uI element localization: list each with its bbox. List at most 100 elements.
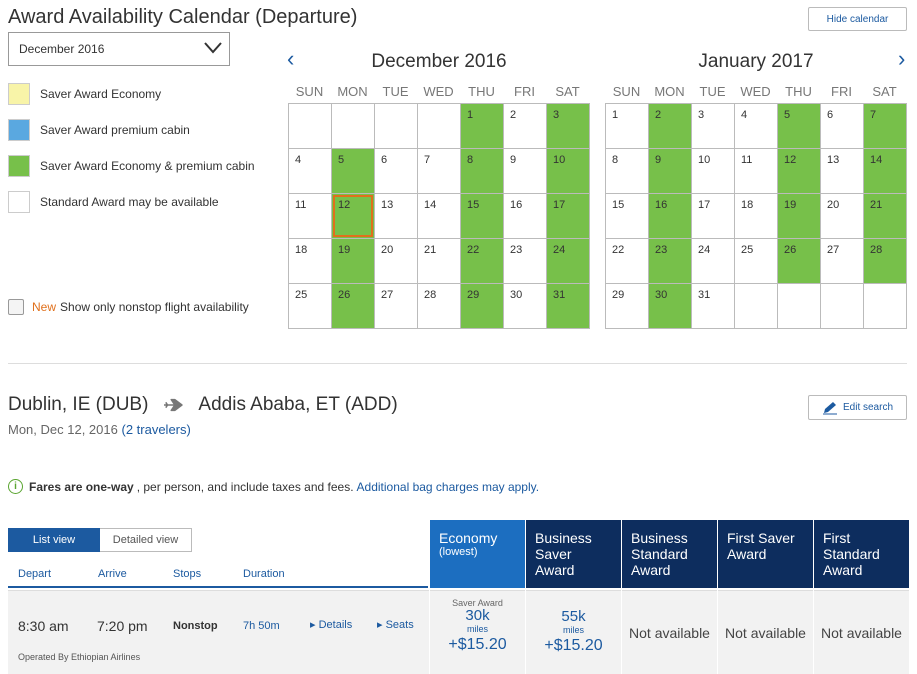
calendar-day[interactable]: 12 <box>778 149 821 194</box>
month-select[interactable]: December 2016 <box>8 32 230 66</box>
seats-link[interactable]: ▸ Seats <box>377 618 414 631</box>
duration-value[interactable]: 7h 50m <box>243 620 280 632</box>
col-depart[interactable]: Depart <box>18 568 52 580</box>
edit-search-label: Edit search <box>842 402 894 413</box>
calendar-day[interactable]: 3 <box>547 104 590 149</box>
cabin-header-first-saver[interactable]: First Saver Award <box>718 520 813 588</box>
cabin-header-economy[interactable]: Economy (lowest) <box>430 520 525 588</box>
weekday-label: FRI <box>514 84 535 99</box>
flight-row: 8:30 am 7:20 pm Nonstop 7h 50m ▸ Details… <box>8 590 429 674</box>
calendar-day[interactable]: 18 <box>289 239 332 284</box>
col-duration[interactable]: Duration <box>243 568 285 580</box>
cabin-header-business-saver[interactable]: Business Saver Award <box>526 520 621 588</box>
calendar-day[interactable]: 23 <box>504 239 547 284</box>
calendar-day[interactable]: 2 <box>504 104 547 149</box>
list-view-button[interactable]: List view <box>8 528 100 552</box>
weekday-label: THU <box>468 84 495 99</box>
calendar-day[interactable]: 4 <box>735 104 778 149</box>
legend-label: Standard Award may be available <box>40 195 219 209</box>
calendar-day[interactable]: 28 <box>418 284 461 329</box>
calendar-day[interactable]: 15 <box>606 194 649 239</box>
calendar-day[interactable]: 5 <box>332 149 375 194</box>
seats-label: Seats <box>385 619 414 631</box>
calendar-day[interactable]: 9 <box>649 149 692 194</box>
calendar-day[interactable]: 10 <box>692 149 735 194</box>
calendar-day[interactable]: 23 <box>649 239 692 284</box>
details-link[interactable]: ▸ Details <box>310 618 352 631</box>
calendar-day[interactable]: 26 <box>332 284 375 329</box>
calendar-day[interactable]: 29 <box>606 284 649 329</box>
calendar-day[interactable]: 14 <box>418 194 461 239</box>
calendar-day[interactable]: 3 <box>692 104 735 149</box>
fare-economy[interactable]: Saver Award 30k miles +$15.20 <box>430 590 525 674</box>
calendar-day[interactable]: 25 <box>735 239 778 284</box>
calendar-day[interactable]: 19 <box>778 194 821 239</box>
col-arrive[interactable]: Arrive <box>98 568 127 580</box>
page-title: Award Availability Calendar (Departure) <box>8 6 358 28</box>
calendar-day[interactable]: 24 <box>692 239 735 284</box>
calendar-day[interactable]: 24 <box>547 239 590 284</box>
calendar-day[interactable]: 7 <box>418 149 461 194</box>
col-stops[interactable]: Stops <box>173 568 202 580</box>
calendar-day[interactable]: 21 <box>418 239 461 284</box>
calendar-day[interactable]: 8 <box>461 149 504 194</box>
calendar-day[interactable]: 27 <box>375 284 418 329</box>
calendar-day[interactable]: 30 <box>649 284 692 329</box>
calendar-day[interactable]: 8 <box>606 149 649 194</box>
calendar-day[interactable]: 30 <box>504 284 547 329</box>
calendar-day[interactable]: 16 <box>649 194 692 239</box>
calendar-day[interactable]: 1 <box>461 104 504 149</box>
calendar-day[interactable]: 2 <box>649 104 692 149</box>
calendar-day[interactable]: 1 <box>606 104 649 149</box>
bag-charges-link[interactable]: Additional bag charges may apply. <box>356 479 540 494</box>
calendar-day[interactable]: 16 <box>504 194 547 239</box>
calendar-day[interactable]: 22 <box>606 239 649 284</box>
calendar-day[interactable]: 11 <box>289 194 332 239</box>
detailed-view-button[interactable]: Detailed view <box>100 528 192 552</box>
calendar-day[interactable]: 13 <box>821 149 864 194</box>
calendar-day[interactable]: 20 <box>375 239 418 284</box>
cabin-header-first-standard[interactable]: First Standard Award <box>814 520 909 588</box>
calendar-day[interactable]: 28 <box>864 239 907 284</box>
calendar-day[interactable]: 22 <box>461 239 504 284</box>
weekday-label: SUN <box>295 84 324 99</box>
calendar-day[interactable]: 19 <box>332 239 375 284</box>
calendar-day[interactable]: 10 <box>547 149 590 194</box>
calendar-day[interactable]: 14 <box>864 149 907 194</box>
calendar-day[interactable]: 6 <box>821 104 864 149</box>
calendar-day[interactable]: 11 <box>735 149 778 194</box>
calendar-day[interactable]: 31 <box>547 284 590 329</box>
legend-swatch <box>8 155 30 177</box>
calendar-day[interactable]: 21 <box>864 194 907 239</box>
calendar-day[interactable]: 20 <box>821 194 864 239</box>
fares-note: i Fares are one-way , per person, and in… <box>8 479 539 494</box>
calendar-day[interactable]: 9 <box>504 149 547 194</box>
calendar-day[interactable]: 4 <box>289 149 332 194</box>
cabin-header-business-standard[interactable]: Business Standard Award <box>622 520 717 588</box>
calendar-day[interactable]: 13 <box>375 194 418 239</box>
calendar-day[interactable]: 29 <box>461 284 504 329</box>
calendar-day[interactable]: 5 <box>778 104 821 149</box>
calendar-day[interactable]: 26 <box>778 239 821 284</box>
calendar-day[interactable]: 6 <box>375 149 418 194</box>
calendar-day[interactable]: 31 <box>692 284 735 329</box>
prev-month-icon[interactable]: ‹ <box>287 46 295 71</box>
calendar-day[interactable]: 12 <box>332 194 375 239</box>
calendar-day[interactable]: 27 <box>821 239 864 284</box>
calendar-empty-cell <box>864 284 907 329</box>
cabin-name: Business Standard Award <box>631 530 688 578</box>
calendar-day[interactable]: 25 <box>289 284 332 329</box>
calendar-day[interactable]: 17 <box>692 194 735 239</box>
nonstop-checkbox[interactable] <box>8 299 24 315</box>
travelers-link[interactable]: (2 travelers) <box>121 422 191 437</box>
calendar-empty-cell <box>778 284 821 329</box>
edit-search-button[interactable]: Edit search <box>808 395 907 420</box>
fare-business-saver[interactable]: 55k miles +$15.20 <box>526 590 621 674</box>
next-month-icon[interactable]: › <box>898 46 906 71</box>
calendar-day[interactable]: 15 <box>461 194 504 239</box>
calendar-day[interactable]: 18 <box>735 194 778 239</box>
nonstop-filter[interactable]: New Show only nonstop flight availabilit… <box>8 299 249 315</box>
calendar-day[interactable]: 7 <box>864 104 907 149</box>
hide-calendar-button[interactable]: Hide calendar <box>808 7 907 31</box>
calendar-day[interactable]: 17 <box>547 194 590 239</box>
